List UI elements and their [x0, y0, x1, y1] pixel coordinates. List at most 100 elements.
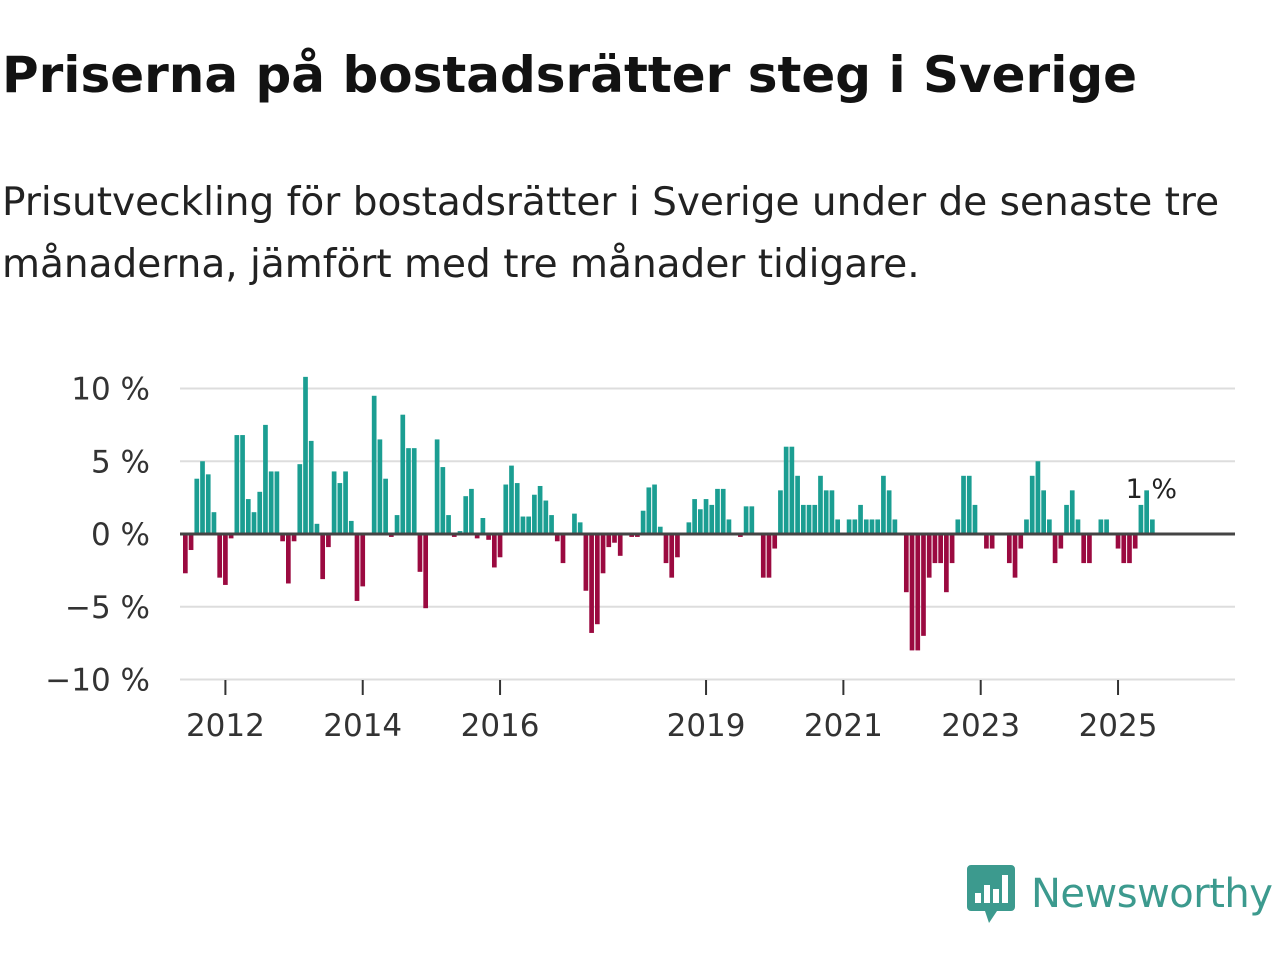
data-bar: [600, 534, 606, 574]
chart-title: Priserna på bostadsrätter steg i Sverige: [2, 46, 1138, 104]
data-bar: [1127, 534, 1132, 564]
data-bar: [835, 519, 840, 534]
data-bar: [749, 506, 755, 534]
data-bar: [886, 490, 892, 534]
data-bar: [263, 424, 268, 535]
data-bar: [572, 513, 577, 534]
data-bar: [474, 534, 480, 539]
data-bar: [903, 534, 909, 593]
data-bar: [1058, 534, 1064, 549]
data-bar: [417, 534, 423, 572]
data-bar: [949, 534, 955, 564]
data-bar: [652, 484, 657, 534]
data-bar: [1098, 519, 1104, 534]
data-bar: [1138, 504, 1144, 534]
data-bar: [205, 474, 211, 534]
data-bar: [549, 515, 554, 535]
data-bar: [875, 519, 881, 534]
data-bar: [520, 516, 526, 534]
data-bar: [337, 483, 343, 534]
y-tick-label: 5 %: [91, 444, 150, 480]
data-bar: [297, 464, 303, 534]
data-bar: [532, 494, 537, 535]
data-bar: [554, 534, 560, 542]
data-bar: [1087, 534, 1092, 564]
data-bar: [1075, 519, 1081, 534]
data-bar: [1115, 534, 1121, 549]
data-bar: [503, 484, 509, 534]
data-bar: [760, 534, 766, 578]
data-bar: [823, 490, 829, 534]
data-bar: [1052, 534, 1058, 564]
data-bar: [194, 478, 200, 534]
data-bar: [640, 510, 646, 534]
data-bar: [863, 519, 869, 534]
data-bar: [829, 490, 835, 534]
data-bar: [846, 519, 852, 534]
data-bar: [1121, 534, 1127, 564]
data-bar: [772, 534, 778, 549]
data-bar: [240, 435, 245, 534]
data-bar: [1024, 519, 1029, 534]
data-bar: [360, 534, 366, 587]
data-bar: [984, 534, 989, 549]
chart-subtitle: Prisutveckling för bostadsrätter i Sveri…: [2, 180, 1220, 287]
data-bar: [1069, 490, 1075, 534]
data-bar: [537, 485, 543, 534]
data-bar: [955, 519, 961, 534]
data-bar: [1150, 519, 1155, 534]
data-bar: [915, 534, 921, 651]
data-bar: [348, 520, 354, 535]
data-bar: [657, 526, 663, 534]
data-bar: [497, 534, 503, 558]
data-bar: [1064, 504, 1069, 534]
last-value-label: 1 %: [1126, 474, 1177, 505]
data-bar: [909, 534, 915, 651]
data-bar: [526, 516, 532, 534]
data-bar: [589, 534, 594, 633]
data-bar: [675, 534, 680, 558]
data-bar: [514, 483, 520, 534]
data-bar: [354, 534, 360, 601]
data-bar: [594, 534, 600, 625]
data-bar: [743, 506, 749, 534]
data-bar: [938, 534, 943, 564]
data-bar: [469, 488, 474, 534]
data-bar: [411, 448, 417, 534]
data-bar: [280, 534, 285, 542]
data-bar: [852, 519, 858, 534]
data-bar: [789, 446, 795, 534]
data-bar: [183, 534, 188, 574]
data-bar: [818, 475, 823, 534]
data-bar: [434, 439, 440, 534]
data-bar: [1018, 534, 1024, 549]
data-bar: [394, 515, 400, 535]
data-bar: [1081, 534, 1087, 564]
data-bar: [406, 448, 411, 534]
x-tick-label: 2025: [1079, 708, 1158, 744]
data-bar: [1041, 490, 1046, 534]
data-bar: [440, 467, 446, 534]
data-bar: [400, 414, 406, 534]
data-bar: [778, 490, 783, 534]
data-bar: [972, 504, 978, 534]
data-bar: [1144, 490, 1149, 534]
data-bar: [543, 500, 549, 534]
data-bar: [669, 534, 675, 578]
data-bar: [371, 395, 377, 534]
y-tick-label: −10 %: [45, 663, 150, 699]
data-bar: [1047, 519, 1052, 534]
data-bar: [926, 534, 932, 578]
x-tick-label: 2014: [323, 708, 402, 744]
data-bar: [303, 376, 308, 534]
data-bar: [383, 478, 388, 534]
data-bar: [726, 519, 732, 534]
data-bar: [491, 534, 497, 568]
data-bar: [692, 499, 697, 534]
brand-logo[interactable]: Newsworthy: [965, 862, 1273, 926]
data-bar: [268, 471, 274, 534]
y-tick-label: −5 %: [65, 590, 150, 626]
data-bar: [1029, 475, 1035, 534]
data-bar: [314, 523, 320, 534]
data-bar: [217, 534, 223, 578]
